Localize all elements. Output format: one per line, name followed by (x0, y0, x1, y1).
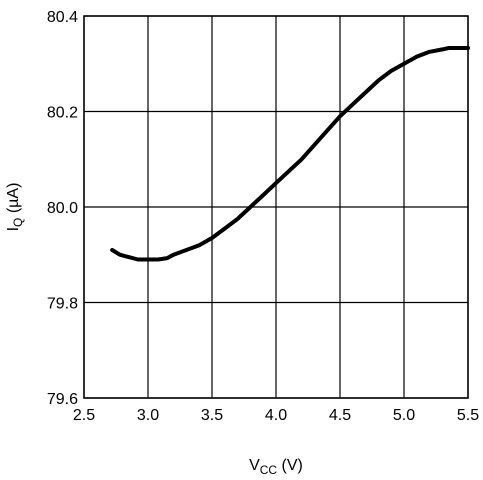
x-axis-label-unit: (V) (277, 457, 303, 474)
y-tick-label: 80.4 (47, 9, 78, 26)
y-tick-labels: 79.6 79.8 80.0 80.2 80.4 (47, 9, 78, 408)
x-tick-label: 5.5 (457, 407, 479, 424)
x-axis-label: VCC (V) (249, 457, 303, 477)
plot-series (110, 46, 470, 262)
x-axis-label-sub: CC (260, 463, 278, 477)
y-tick-label: 80.0 (47, 200, 78, 217)
x-tick-label: 3.0 (137, 407, 159, 424)
x-tick-label: 2.5 (73, 407, 95, 424)
y-axis-label-unit: (µA) (5, 183, 22, 218)
series-line (110, 46, 470, 262)
y-tick-label: 80.2 (47, 105, 78, 122)
x-tick-label: 5.0 (393, 407, 415, 424)
plot-frame (83, 15, 469, 399)
y-axis-label: IQ (µA) (5, 183, 25, 232)
y-tick-label: 79.8 (47, 296, 78, 313)
x-axis-label-main: V (249, 457, 260, 474)
x-tick-label: 4.5 (329, 407, 351, 424)
x-tick-labels: 2.5 3.0 3.5 4.0 4.5 5.0 5.5 (73, 407, 479, 424)
y-axis-label-main: I (5, 227, 22, 231)
grid-lines (83, 15, 469, 399)
y-tick-label: 79.6 (47, 391, 78, 408)
x-tick-label: 4.0 (265, 407, 287, 424)
y-axis-label-sub: Q (11, 218, 25, 227)
x-tick-label: 3.5 (201, 407, 223, 424)
